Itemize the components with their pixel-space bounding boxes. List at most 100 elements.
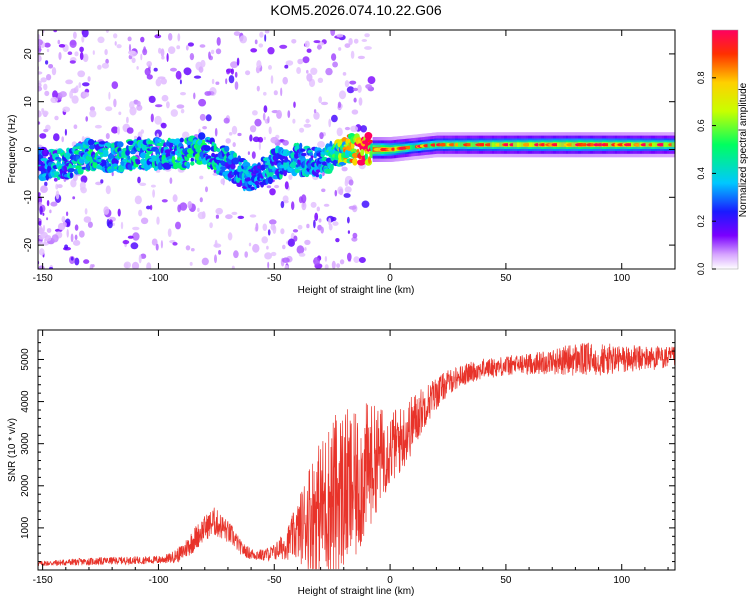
noise-blob xyxy=(151,238,158,246)
noise-blob xyxy=(282,244,286,250)
noise-blob xyxy=(245,70,251,76)
noise-blob xyxy=(146,205,151,210)
x-tick-label: -50 xyxy=(267,575,282,586)
noise-blob xyxy=(53,177,58,182)
noise-blob xyxy=(117,208,121,217)
noise-blob xyxy=(146,61,152,67)
x-tick-label: 50 xyxy=(500,575,512,586)
spectral-blob xyxy=(254,180,260,186)
noise-blob xyxy=(313,40,321,44)
noise-blob xyxy=(237,215,245,219)
noise-blob xyxy=(38,220,42,226)
noise-blob xyxy=(148,95,156,103)
noise-blob xyxy=(274,184,280,189)
noise-blob xyxy=(314,212,319,221)
noise-blob xyxy=(313,257,320,266)
noise-blob xyxy=(202,126,208,130)
spectral-blob xyxy=(202,139,206,144)
noise-blob xyxy=(168,33,173,41)
spectral-blob xyxy=(126,145,130,151)
noise-blob xyxy=(146,74,153,80)
noise-blob xyxy=(74,51,79,57)
noise-blob xyxy=(78,230,85,238)
noise-blob xyxy=(41,108,45,113)
snr-y-label: SNR (10 * v/v) xyxy=(7,418,18,482)
noise-blob xyxy=(53,30,58,33)
y-tick-label: -10 xyxy=(23,190,34,205)
noise-blob xyxy=(258,142,261,151)
colorbar-gradient xyxy=(712,30,738,269)
noise-blob xyxy=(328,118,332,128)
noise-blob xyxy=(134,195,142,205)
noise-blob xyxy=(91,264,95,268)
noise-blob xyxy=(280,201,285,209)
noise-blob xyxy=(142,48,148,56)
noise-blob xyxy=(325,67,333,76)
noise-blob xyxy=(73,124,78,129)
spectral-blob xyxy=(125,149,130,156)
noise-blob xyxy=(57,184,63,189)
noise-blob xyxy=(230,68,234,75)
noise-blob xyxy=(349,80,357,85)
noise-blob xyxy=(105,106,113,112)
spectral-blob xyxy=(190,161,195,166)
noise-blob xyxy=(361,39,368,42)
noise-blob xyxy=(83,259,90,264)
noise-blob xyxy=(293,235,298,242)
noise-blob xyxy=(304,239,311,245)
noise-blob xyxy=(80,175,88,184)
noise-blob xyxy=(128,44,132,52)
noise-blob xyxy=(127,235,134,239)
noise-blob xyxy=(234,71,238,78)
noise-blob xyxy=(73,31,77,39)
spectral-blob xyxy=(75,143,82,147)
noise-blob xyxy=(331,114,338,123)
noise-blob xyxy=(214,127,218,137)
noise-blob xyxy=(306,69,309,74)
noise-blob xyxy=(301,201,307,211)
noise-blob xyxy=(44,235,52,242)
noise-blob xyxy=(176,104,185,109)
noise-blob xyxy=(262,112,266,121)
noise-blob xyxy=(358,97,363,106)
noise-blob xyxy=(201,257,209,266)
spectral-peak xyxy=(391,147,396,151)
noise-blob xyxy=(215,207,223,215)
spectral-blob xyxy=(310,155,314,159)
noise-blob xyxy=(38,241,44,245)
noise-blob xyxy=(361,200,370,208)
noise-blob xyxy=(365,84,372,89)
spectral-blob xyxy=(299,142,303,149)
noise-blob xyxy=(225,214,233,220)
noise-blob xyxy=(95,181,103,186)
noise-blob xyxy=(190,248,195,252)
noise-blob xyxy=(201,211,206,219)
noise-blob xyxy=(287,110,291,118)
noise-blob xyxy=(280,228,285,235)
noise-blob xyxy=(170,109,178,117)
noise-blob xyxy=(168,46,176,54)
spectral-blob xyxy=(330,163,334,171)
spectral-blob xyxy=(121,150,126,159)
noise-blob xyxy=(306,48,312,53)
spectral-blob xyxy=(216,148,221,152)
colorbar-ticks: 0.0 0.2 0.4 0.6 0.8 xyxy=(696,72,716,275)
noise-blob xyxy=(69,90,73,99)
noise-blob xyxy=(46,48,50,53)
noise-blob xyxy=(324,256,328,262)
noise-blob xyxy=(284,181,289,190)
noise-blob xyxy=(66,229,69,238)
noise-blob xyxy=(70,256,74,261)
noise-blob xyxy=(347,230,350,234)
noise-blob xyxy=(302,56,310,64)
spectral-blob xyxy=(168,158,173,162)
figure-title: KOM5.2026.074.10.22.G06 xyxy=(270,2,441,18)
noise-blob xyxy=(279,44,288,49)
noise-blob xyxy=(38,86,43,92)
noise-blob xyxy=(39,133,47,139)
noise-blob xyxy=(144,67,151,76)
noise-blob xyxy=(338,47,342,51)
spectral-blob xyxy=(87,139,95,146)
noise-blob xyxy=(172,194,178,203)
snr-panel: -150 -100 -50 0 50 100 1000 2000 3000 4000 5000 H… xyxy=(7,329,676,597)
